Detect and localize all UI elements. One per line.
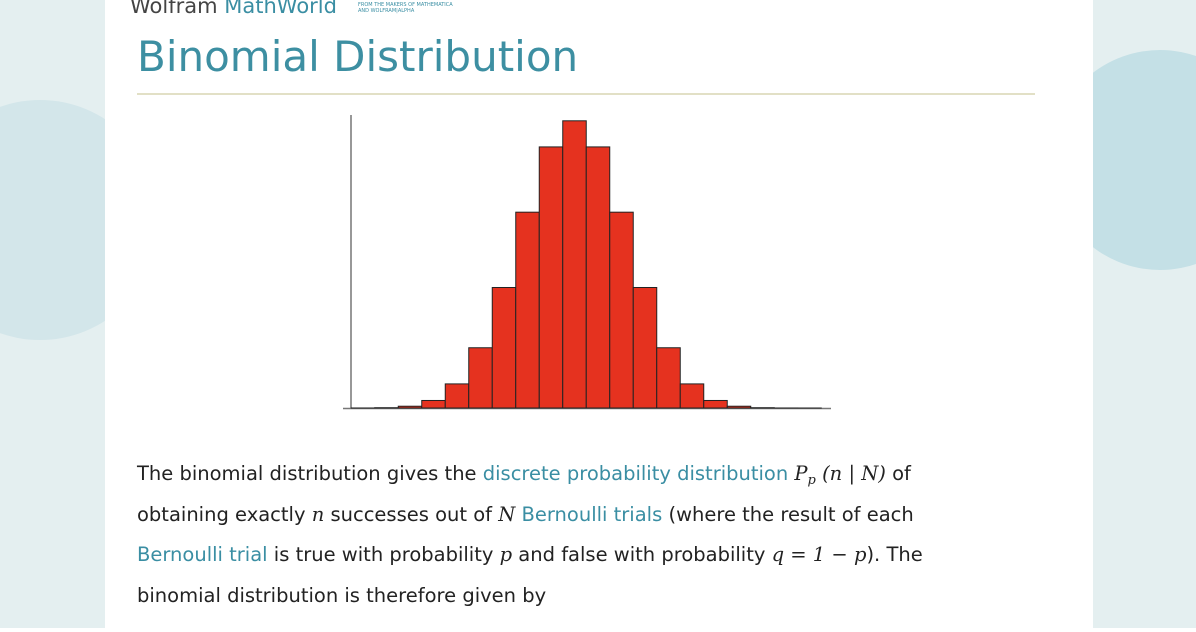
histogram-bar	[398, 406, 422, 408]
text: obtaining exactly	[137, 503, 312, 526]
math: N	[498, 503, 515, 526]
histogram-bar	[633, 287, 657, 408]
histogram-bar	[586, 147, 610, 408]
histogram-bar	[469, 348, 493, 408]
histogram-bar	[445, 384, 469, 408]
histogram-bar	[680, 384, 704, 408]
math: (n | N)	[816, 462, 886, 485]
text: ). The	[866, 543, 922, 566]
histogram-bar	[610, 212, 634, 408]
paragraph: The binomial distribution gives the disc…	[137, 456, 923, 618]
text: successes out of	[324, 503, 498, 526]
histogram-bar	[492, 287, 516, 408]
text-line: obtaining exactly n successes out of N B…	[137, 497, 923, 538]
histogram-bar	[657, 348, 681, 408]
math: p	[808, 473, 816, 488]
histogram-bar	[422, 400, 446, 408]
math: q = 1 − p	[772, 543, 867, 566]
text: of	[886, 462, 911, 485]
text: and false with probability	[512, 543, 771, 566]
link[interactable]: Bernoulli trials	[522, 503, 663, 526]
math: P	[794, 462, 807, 485]
text-line: binomial distribution is therefore given…	[137, 578, 923, 619]
math: p	[500, 543, 512, 566]
math: n	[312, 503, 325, 526]
link[interactable]: Bernoulli trial	[137, 543, 268, 566]
text: The binomial distribution gives the	[137, 462, 483, 485]
text: is true with probability	[268, 543, 500, 566]
histogram-bar	[563, 121, 587, 408]
text: (where the result of each	[662, 503, 913, 526]
histogram-bar	[516, 212, 540, 408]
histogram-bar	[727, 406, 751, 408]
text-line: Bernoulli trial is true with probability…	[137, 537, 923, 578]
histogram-bar	[539, 147, 563, 408]
histogram-bar	[704, 400, 728, 408]
link[interactable]: discrete probability distribution	[483, 462, 788, 485]
text: binomial distribution is therefore given…	[137, 584, 546, 607]
text-line: The binomial distribution gives the disc…	[137, 456, 923, 497]
